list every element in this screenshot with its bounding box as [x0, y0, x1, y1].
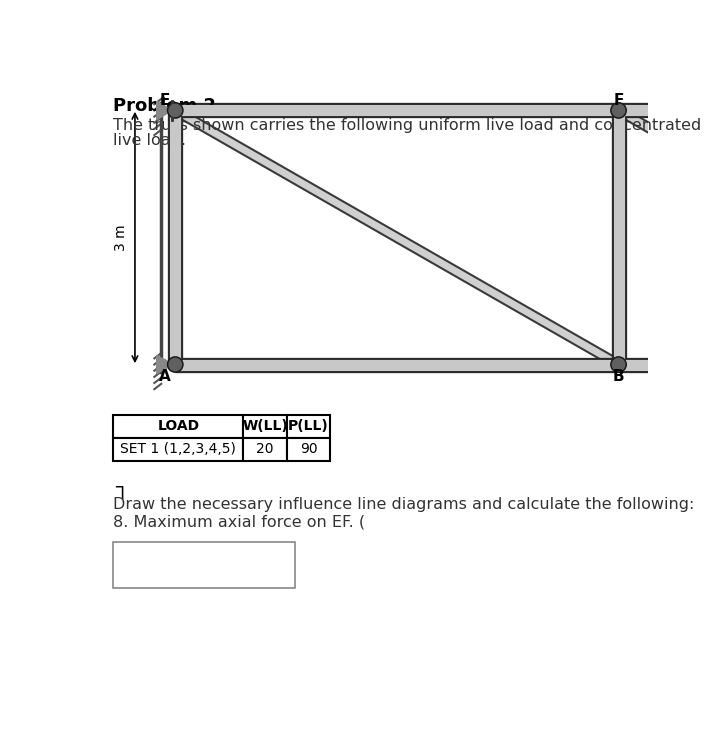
Text: The truss shown carries the following uniform live load and concentrated: The truss shown carries the following un… [113, 118, 701, 133]
Circle shape [168, 103, 183, 118]
Circle shape [611, 357, 626, 372]
Circle shape [611, 103, 626, 118]
Text: 90: 90 [300, 442, 318, 456]
Text: F: F [613, 93, 624, 108]
Bar [287, 438, 330, 461]
Text: Problem 2: Problem 2 [113, 97, 216, 115]
Text: Draw the necessary influence line diagrams and calculate the following:: Draw the necessary influence line diagra… [113, 498, 695, 512]
Text: 3 m: 3 m [114, 224, 128, 251]
Circle shape [168, 357, 183, 372]
Text: live load.: live load. [113, 133, 186, 148]
Text: A: A [159, 369, 171, 385]
Polygon shape [157, 101, 172, 120]
Circle shape [169, 359, 181, 371]
Text: 8. Maximum axial force on EF. (: 8. Maximum axial force on EF. ( [113, 515, 365, 530]
Bar [113, 415, 243, 438]
Bar [287, 415, 330, 438]
Text: P(LL): P(LL) [288, 419, 329, 433]
Bar [113, 542, 295, 588]
Circle shape [612, 359, 625, 371]
Text: B: B [613, 369, 624, 385]
Bar [243, 438, 287, 461]
Text: SET 1 (1,2,3,4,5): SET 1 (1,2,3,4,5) [120, 442, 236, 456]
Circle shape [158, 359, 168, 370]
Text: W(LL): W(LL) [242, 419, 288, 433]
Bar [243, 415, 287, 438]
Text: E: E [160, 93, 171, 108]
Text: LOAD: LOAD [157, 419, 199, 433]
Bar [113, 438, 243, 461]
Circle shape [169, 105, 181, 117]
Text: L: L [113, 480, 122, 498]
Polygon shape [157, 356, 172, 374]
Text: 20: 20 [256, 442, 274, 456]
Circle shape [612, 105, 625, 117]
